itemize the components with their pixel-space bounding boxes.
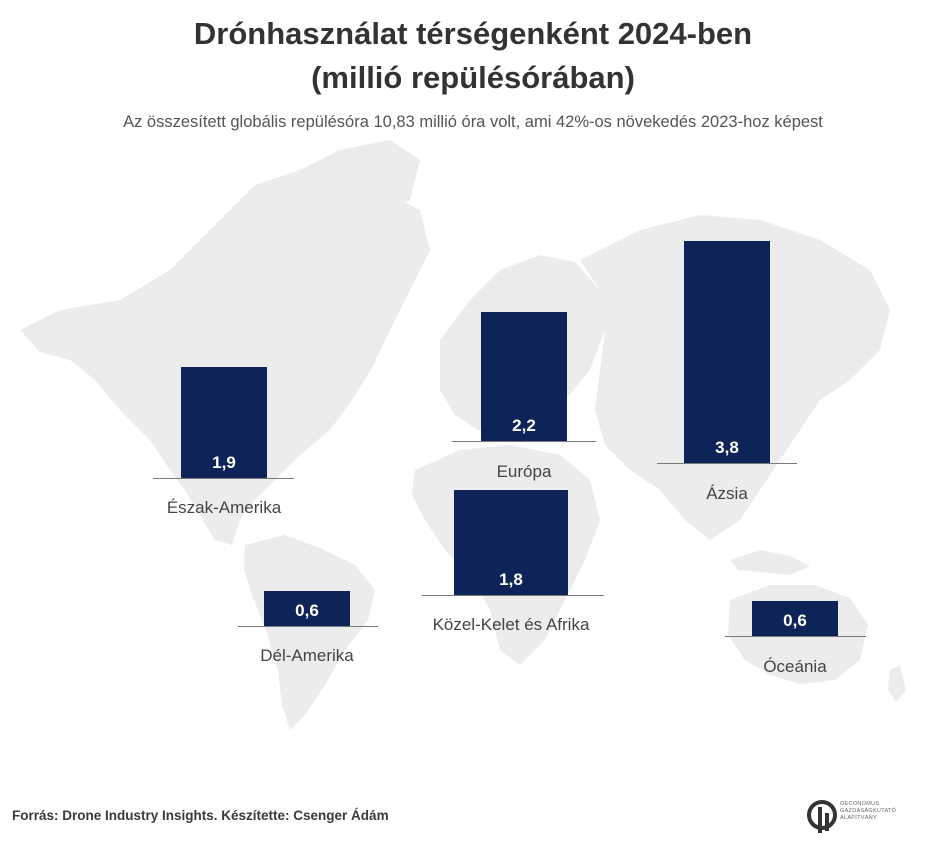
north-america-shape (20, 170, 430, 545)
bar-baseline (725, 636, 866, 637)
chart-title: Drónhasználat térségenként 2024-ben (mil… (0, 12, 946, 100)
region-label: Óceánia (763, 657, 827, 676)
bar-value-label: 0,6 (295, 600, 319, 620)
logo-line-2: GAZDASÁGKUTATÓ (840, 808, 897, 814)
logo-line-1: OECONOMUS (840, 801, 880, 807)
new-zealand-shape (888, 665, 906, 702)
bar: 2,2 (481, 312, 567, 441)
bar-baseline (657, 463, 797, 464)
indonesia-shape (730, 550, 810, 575)
bar: 1,8 (454, 489, 568, 595)
bar-baseline (422, 595, 604, 596)
bar-value-label: 2,2 (512, 415, 536, 435)
oeconomus-logo-icon (807, 800, 837, 833)
bar: 0,6 (264, 590, 350, 626)
south-america-shape (244, 535, 375, 730)
bar-value-label: 1,9 (212, 453, 236, 472)
region-label: Európa (496, 462, 552, 481)
region-label: Ázsia (706, 484, 748, 503)
logo-text: OECONOMUS GAZDASÁGKUTATÓ ALAPÍTVÁNY (840, 801, 896, 822)
bar-baseline (238, 626, 378, 627)
greenland-shape (300, 140, 420, 215)
bar: 3,8 (684, 241, 770, 463)
bar: 1,9 (181, 367, 267, 478)
bar-baseline (452, 441, 596, 442)
logo-line-3: ALAPÍTVÁNY (840, 815, 877, 821)
source-note: Forrás: Drone Industry Insights. Készíte… (12, 808, 389, 823)
bar-value-label: 3,8 (715, 438, 739, 457)
bar-baseline (153, 478, 294, 479)
bar-value-label: 0,6 (783, 610, 807, 630)
chart-subtitle: Az összesített globális repülésóra 10,83… (123, 113, 823, 131)
region-label: Dél-Amerika (260, 646, 354, 665)
region-label: Közel-Kelet és Afrika (432, 615, 590, 634)
region-label: Észak-Amerika (166, 498, 282, 517)
chart-title-line-1: Drónhasználat térségenként 2024-ben (193, 16, 753, 51)
chart-title-line-2: (millió repülésórában) (311, 60, 635, 95)
bar: 0,6 (752, 600, 838, 636)
oeconomus-logo: OECONOMUS GAZDASÁGKUTATÓ ALAPÍTVÁNY (806, 795, 916, 837)
bar-value-label: 1,8 (499, 569, 523, 589)
